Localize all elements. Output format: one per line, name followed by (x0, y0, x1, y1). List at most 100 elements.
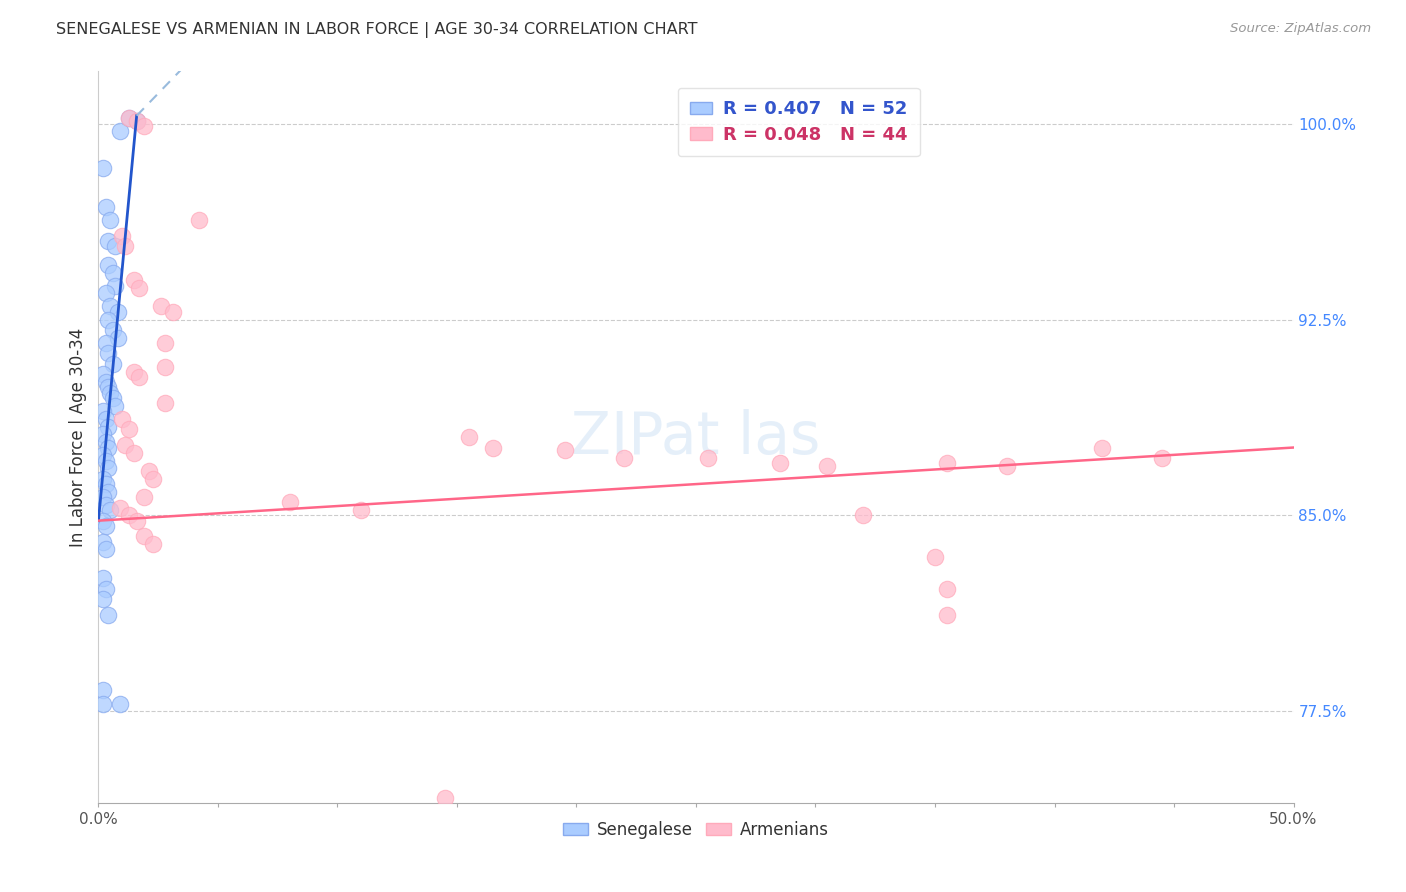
Text: Source: ZipAtlas.com: Source: ZipAtlas.com (1230, 22, 1371, 36)
Point (97, 607, 120, 622)
Point (97, 441, 120, 455)
Point (350, 503, 373, 517)
Point (125, 514, 148, 528)
Point (768, 456, 790, 470)
Point (101, 323, 124, 337)
Point (91, 592, 114, 607)
Point (94, 582, 117, 596)
Point (128, 281, 150, 295)
Point (132, 490, 155, 504)
Point (101, 391, 124, 405)
Point (697, 450, 720, 465)
Point (104, 278, 127, 293)
Point (107, 304, 129, 318)
Point (124, 273, 146, 287)
Point (94, 200, 117, 214)
Point (91, 683, 114, 698)
Point (278, 495, 301, 509)
Point (481, 441, 505, 455)
Point (118, 112, 141, 126)
Point (94, 336, 117, 351)
Point (91, 571, 114, 585)
Point (108, 124, 131, 138)
Point (91, 490, 114, 504)
Point (128, 370, 150, 384)
Text: ZIPat las: ZIPat las (571, 409, 821, 466)
Point (138, 464, 160, 478)
Text: SENEGALESE VS ARMENIAN IN LABOR FORCE | AGE 30-34 CORRELATION CHART: SENEGALESE VS ARMENIAN IN LABOR FORCE | … (56, 22, 697, 38)
Point (995, 458, 1018, 473)
Point (101, 266, 124, 280)
Point (91, 427, 114, 442)
Point (815, 458, 838, 473)
Point (107, 331, 129, 345)
Point (97, 485, 120, 500)
Point (132, 529, 155, 543)
Point (118, 112, 141, 126)
Point (98, 300, 122, 314)
Y-axis label: In Labor Force | Age 30-34: In Labor Force | Age 30-34 (69, 327, 87, 547)
Point (924, 550, 946, 565)
Point (94, 286, 117, 301)
Point (118, 422, 141, 436)
Point (94, 519, 117, 533)
Point (118, 508, 141, 523)
Point (94, 453, 117, 467)
Point (434, 790, 457, 805)
Point (91, 472, 114, 486)
Point (1152, 450, 1174, 465)
Point (104, 399, 127, 413)
Point (162, 304, 184, 318)
Point (98, 503, 122, 517)
Point (187, 213, 209, 227)
Point (114, 239, 136, 253)
Point (936, 456, 959, 470)
Point (94, 498, 117, 512)
Point (97, 346, 120, 360)
Point (936, 607, 959, 622)
Point (97, 461, 120, 475)
Point (125, 114, 148, 128)
Point (97, 419, 120, 434)
Point (852, 508, 875, 523)
Point (98, 385, 122, 400)
Point (97, 234, 120, 248)
Point (108, 500, 131, 515)
Point (94, 376, 117, 390)
Point (124, 365, 146, 379)
Point (101, 357, 124, 371)
Point (613, 450, 636, 465)
Point (97, 380, 120, 394)
Point (111, 411, 134, 425)
Point (97, 312, 120, 326)
Point (142, 472, 165, 486)
Point (124, 446, 146, 460)
Point (98, 213, 122, 227)
Point (155, 336, 177, 351)
Point (94, 542, 117, 557)
Point (91, 404, 114, 418)
Point (114, 438, 136, 452)
Point (91, 368, 114, 382)
Point (104, 239, 127, 253)
Point (97, 258, 120, 272)
Point (94, 435, 117, 450)
Point (155, 359, 177, 374)
Point (111, 229, 134, 244)
Point (458, 430, 481, 444)
Point (1091, 441, 1114, 455)
Legend: Senegalese, Armenians: Senegalese, Armenians (557, 814, 835, 846)
Point (155, 396, 177, 410)
Point (108, 697, 131, 711)
Point (91, 161, 114, 175)
Point (936, 582, 959, 596)
Point (91, 448, 114, 462)
Point (91, 534, 114, 549)
Point (149, 300, 172, 314)
Point (132, 120, 155, 134)
Point (94, 477, 117, 491)
Point (91, 697, 114, 711)
Point (94, 411, 117, 425)
Point (91, 514, 114, 528)
Point (142, 537, 165, 551)
